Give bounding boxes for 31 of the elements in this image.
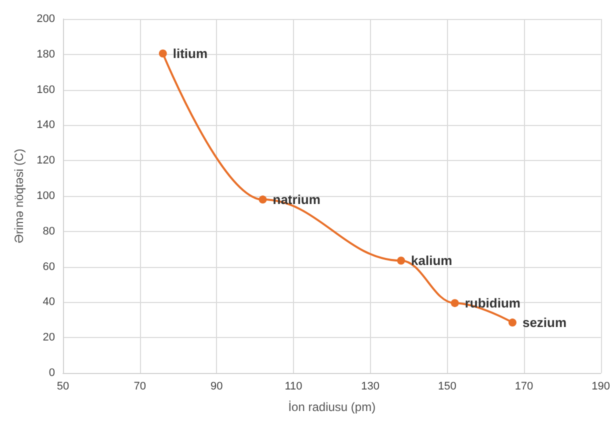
x-tick-label: 130 <box>361 380 380 392</box>
annotation: natrium <box>272 192 320 208</box>
point <box>508 318 516 327</box>
x-tick-label: 70 <box>134 380 146 392</box>
annotation: litium <box>172 46 208 62</box>
y-tick-label: 140 <box>36 119 55 132</box>
y-axis-title: Ərimə nöqtəsi (C) <box>12 148 26 244</box>
point <box>397 256 406 265</box>
y-tick-label: 160 <box>36 84 55 96</box>
annotation: sezium <box>522 315 567 330</box>
y-tick-label: 80 <box>42 225 55 238</box>
x-tick-label: 190 <box>592 380 610 392</box>
y-tick-label: 60 <box>42 260 55 273</box>
y-tick-label: 20 <box>42 332 55 344</box>
annotation: rubidium <box>464 296 520 311</box>
y-tick-label: 100 <box>36 190 55 202</box>
y-tick-label: 180 <box>36 48 55 60</box>
x-axis-title: İon radiusu (pm) <box>288 400 376 414</box>
point <box>258 196 267 204</box>
y-tick-label: 0 <box>48 367 55 379</box>
x-tick-label: 90 <box>210 380 223 392</box>
y-tick-label: 40 <box>42 296 55 308</box>
x-tick-label: 170 <box>514 380 534 392</box>
y-tick-label: 120 <box>36 154 55 167</box>
point <box>450 299 459 308</box>
x-tick-label: 150 <box>438 380 456 392</box>
annotation: kalium <box>411 253 452 268</box>
y-tick-label: 200 <box>36 13 55 25</box>
x-tick-label: 50 <box>56 380 70 392</box>
x-tick-label: 110 <box>284 380 302 392</box>
point <box>158 50 167 58</box>
